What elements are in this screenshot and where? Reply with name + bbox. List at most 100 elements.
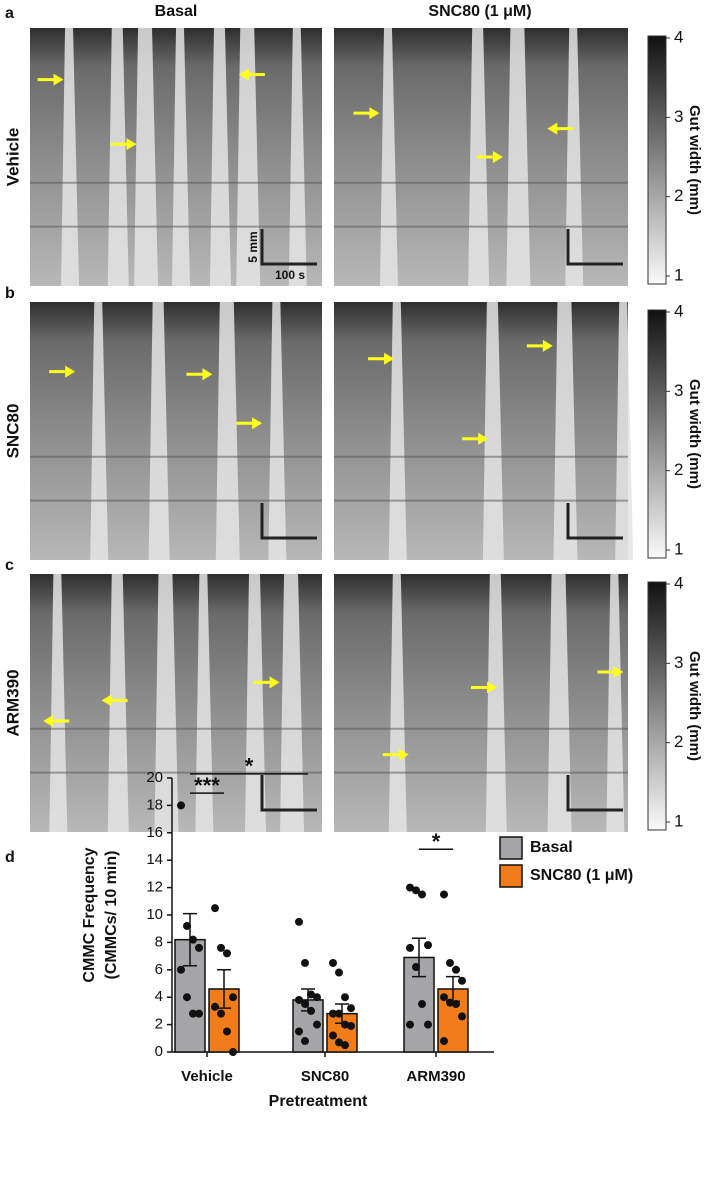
data-point — [418, 890, 426, 899]
contraction-streak — [215, 302, 240, 560]
legend-label: SNC80 (1 μM) — [530, 867, 633, 884]
scale-label: 5 mm — [246, 231, 260, 262]
x-tick-label: SNC80 — [301, 1068, 349, 1085]
data-point — [211, 904, 219, 913]
contraction-streak — [606, 574, 625, 832]
legend-swatch — [499, 864, 523, 888]
data-point — [307, 990, 315, 999]
data-point — [412, 886, 420, 895]
contraction-streak — [268, 302, 287, 560]
scale-label: 100 s — [275, 268, 305, 282]
data-point — [189, 935, 197, 944]
data-point — [195, 1009, 203, 1018]
data-point — [183, 921, 191, 930]
data-point — [177, 801, 185, 810]
data-point — [223, 1027, 231, 1036]
data-point — [347, 1021, 355, 1030]
data-point — [458, 976, 466, 985]
colorbar — [647, 581, 667, 831]
data-point — [301, 958, 309, 967]
colorbar-tick-label: 3 — [674, 381, 683, 400]
data-point — [446, 998, 454, 1007]
contraction-streak — [485, 574, 507, 832]
colorbar-tick-label: 2 — [674, 460, 683, 479]
panel-letter: c — [5, 557, 14, 574]
data-point — [406, 943, 414, 952]
arrow-head — [613, 666, 624, 679]
contraction-streak — [245, 574, 266, 832]
contraction-streak — [107, 28, 129, 286]
arrow-head — [398, 748, 409, 761]
data-point — [177, 965, 185, 974]
x-tick-label: ARM390 — [406, 1068, 465, 1085]
kymograph — [334, 302, 628, 560]
y-axis-label: CMMC Frequency — [81, 847, 98, 982]
legend-label: Basal — [530, 839, 573, 856]
colorbar-title: Gut width (mm) — [686, 651, 703, 761]
arrow-head — [252, 417, 263, 430]
colorbar-tick-label: 3 — [674, 653, 683, 672]
error-bar — [217, 969, 231, 1009]
column-title: SNC80 (1 μM) — [428, 3, 531, 20]
y-tick-label: 0 — [155, 1043, 163, 1060]
data-point — [329, 958, 337, 967]
contraction-streak — [154, 574, 179, 832]
row-label: Vehicle — [3, 128, 22, 187]
data-point — [223, 949, 231, 958]
data-point — [406, 1020, 414, 1029]
colorbar-tick-label: 4 — [674, 27, 683, 46]
contraction-streak — [134, 28, 159, 286]
contraction-streak — [388, 302, 407, 560]
significance-label: *** — [194, 773, 220, 798]
data-point — [211, 1002, 219, 1011]
data-point — [329, 1009, 337, 1018]
panel-letter: a — [5, 5, 14, 22]
data-point — [446, 958, 454, 967]
data-point — [424, 1020, 432, 1029]
y-tick-label: 6 — [155, 961, 163, 978]
arrow-head — [547, 122, 558, 135]
data-point — [195, 943, 203, 952]
arrow-head — [202, 368, 213, 381]
data-point — [341, 1020, 349, 1029]
data-point — [440, 890, 448, 899]
y-tick-label: 18 — [146, 796, 163, 813]
colorbar-tick-label: 4 — [674, 301, 683, 320]
data-point — [341, 993, 349, 1002]
contraction-streak — [388, 574, 407, 832]
data-point — [440, 1037, 448, 1046]
scale-bar — [566, 775, 623, 812]
arrow-head — [53, 73, 64, 86]
data-point — [347, 1004, 355, 1013]
x-tick-label: Vehicle — [181, 1068, 233, 1085]
contraction-streak — [107, 574, 129, 832]
error-bar — [412, 937, 426, 978]
contraction-streak — [553, 302, 578, 560]
data-point — [183, 993, 191, 1002]
panel-letter: b — [5, 285, 15, 302]
arrow-head — [369, 107, 380, 120]
legend-swatch — [499, 836, 523, 860]
arrow-head — [487, 681, 497, 694]
data-point — [452, 1000, 460, 1009]
scale-bar — [566, 229, 623, 266]
row-label: ARM390 — [3, 669, 22, 736]
arrow-head — [384, 352, 395, 365]
arrow-head — [492, 151, 503, 163]
data-point — [313, 993, 321, 1002]
significance-label: * — [245, 754, 254, 779]
contraction-streak — [506, 28, 531, 286]
colorbar-tick-label: 4 — [674, 573, 683, 592]
data-point — [452, 965, 460, 974]
y-tick-label: 2 — [155, 1016, 163, 1033]
colorbar-tick-label: 1 — [674, 811, 683, 830]
colorbar-title: Gut width (mm) — [686, 105, 703, 215]
data-point — [458, 1012, 466, 1021]
arrow-head — [269, 676, 280, 689]
data-point — [217, 943, 225, 952]
data-point — [313, 1020, 321, 1029]
data-point — [424, 941, 432, 950]
x-axis-label: Pretreatment — [269, 1093, 368, 1110]
y-tick-label: 20 — [146, 769, 163, 786]
data-point — [335, 1009, 343, 1018]
